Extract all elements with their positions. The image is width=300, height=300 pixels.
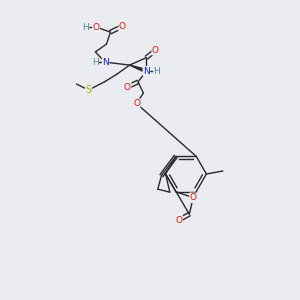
Text: O: O (133, 99, 140, 108)
Text: O: O (175, 216, 182, 225)
Text: N: N (143, 67, 150, 76)
Text: O: O (152, 46, 159, 55)
Text: O: O (124, 82, 131, 91)
Text: H: H (82, 22, 89, 32)
Polygon shape (130, 65, 147, 73)
Text: O: O (92, 22, 100, 32)
Text: O: O (175, 216, 182, 225)
Text: N: N (102, 58, 109, 67)
Text: H: H (154, 67, 160, 76)
Text: O: O (190, 193, 197, 202)
Text: O: O (190, 193, 197, 202)
Text: H: H (92, 58, 98, 67)
Text: S: S (85, 85, 91, 95)
Text: O: O (119, 22, 126, 31)
